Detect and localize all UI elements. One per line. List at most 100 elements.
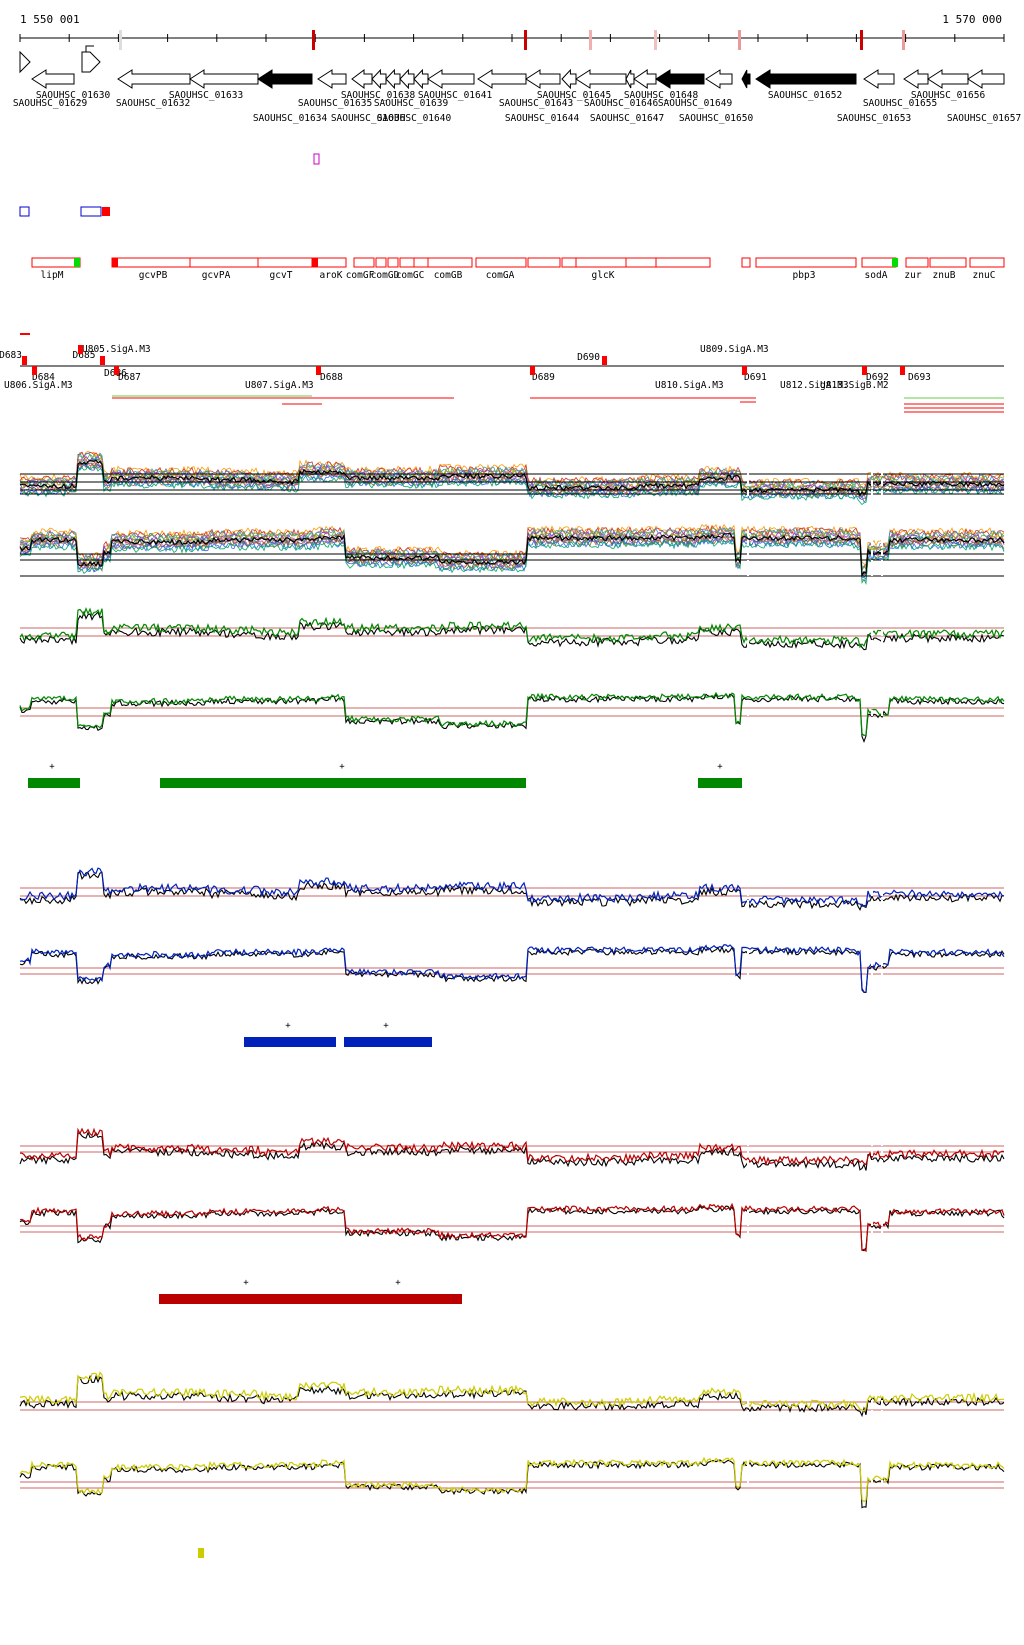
gene-label: SAOUHSC_01633 [169,90,243,101]
feature-box [969,257,1005,268]
gene-name: aroK [320,270,343,281]
feature-box [257,257,313,268]
feature-box [625,257,657,268]
axis-marker [589,30,592,50]
gene-arrow [863,69,895,89]
gene-label: SAOUHSC_01657 [947,113,1021,124]
axis-marker [902,30,905,50]
feature-box [375,257,387,268]
overview-profile-upper [19,451,1005,491]
gene-name: glcK [592,270,615,281]
expression-profile-tracks: + + + + + + + [19,450,1005,1558]
strand-plus-label: + [717,762,723,772]
segment-marker [100,356,105,365]
feature-box [353,257,375,268]
segment-label: U810.SigA.M3 [655,380,724,391]
gene-arrow [927,69,969,89]
gene-arrow-right [81,51,101,73]
gene-name: lipM [41,270,64,281]
gene-name: zur [904,270,921,281]
strand-plus-label: + [243,1278,249,1288]
gene-label: SAOUHSC_01649 [658,98,733,109]
red-profile-lower-ref [19,1205,1005,1252]
segment-label: D688 [320,372,343,383]
gene-arrow [525,69,561,89]
segment-label: U807.SigA.M3 [245,380,314,391]
gene-arrow-filled [257,69,313,89]
feature-box [575,257,627,268]
gene-arrow-filled [755,69,857,89]
red-region-bar [159,1294,462,1304]
gene-arrow [705,69,733,89]
feature-mark [112,258,118,267]
feature-box [413,257,429,268]
segment-label: D683 [0,350,22,361]
gene-arrow [413,68,429,90]
segment-marker [602,356,607,365]
gene-arrow-filled [741,69,751,89]
axis-start-label: 1 550 001 [20,13,80,26]
gene-label: SAOUHSC_01634 [253,113,328,124]
segment-marker [316,366,321,375]
feature-mark [312,258,318,267]
gene-label: SAOUHSC_01646 [584,98,659,109]
green-profile-upper-ref [19,610,1005,651]
gene-name: comGB [434,270,463,281]
feature-box [655,257,711,268]
yellow-profile-upper-ref [19,1374,1005,1418]
gene-label: SAOUHSC_01644 [505,113,580,124]
gene-arrow [633,69,657,89]
gene-label: SAOUHSC_01638 [341,90,416,101]
motif-marker [313,153,320,165]
feature-mark [892,258,898,267]
segment-label: D690 [577,352,600,363]
gene-label: SAOUHSC_01636 [331,113,406,124]
gene-name: gcvT [270,270,293,281]
red-profile-lower [19,1202,1005,1253]
segment-label: D689 [532,372,555,383]
feature-box [399,257,415,268]
gene-arrow [967,69,1005,89]
gene-label: SAOUHSC_01635 [298,98,372,109]
feature-box [189,257,259,268]
segment-marker [114,366,119,375]
segment-label: D687 [118,372,141,383]
feature-box [741,257,751,268]
segment-marker [78,345,83,354]
gene-label: SAOUHSC_01645 [537,90,611,101]
segment-marker [742,366,747,375]
segment-label: D684 [32,372,55,383]
segment-label: D693 [908,372,931,383]
gene-name: gcvPA [202,270,231,281]
strand-plus-label: + [285,1021,291,1031]
gene-arrow [189,69,259,89]
segment-label: D685 [73,350,96,361]
gene-label: SAOUHSC_01650 [679,113,754,124]
gene-label: SAOUHSC_01639 [374,98,449,109]
gene-label: SAOUHSC_01632 [116,98,190,109]
feature-box [387,257,399,268]
segment-marker [530,366,535,375]
axis-marker [738,30,741,50]
axis-end-label: 1 570 000 [942,13,1002,26]
segment-label: U805.SigA.M3 [82,344,151,355]
green-profile-lower [19,691,1005,737]
overview-profile-mean [19,459,1005,497]
promoter-mark [85,45,94,52]
gene-name: comGF [346,270,375,281]
gene-arrow [317,69,347,89]
segment-label: D692 [866,372,889,383]
gene-label: SAOUHSC_01653 [837,113,911,124]
overview-profile-upper [19,450,1005,488]
gene-arrow-right [19,50,31,74]
overview-profile-lower [19,525,1005,570]
gene-label: SAOUHSC_01643 [499,98,573,109]
gene-label: SAOUHSC_01640 [377,113,452,124]
hit-box [102,207,110,216]
axis-marker [524,30,527,50]
strand-plus-label: + [395,1278,401,1288]
gene-arrow [477,69,527,89]
